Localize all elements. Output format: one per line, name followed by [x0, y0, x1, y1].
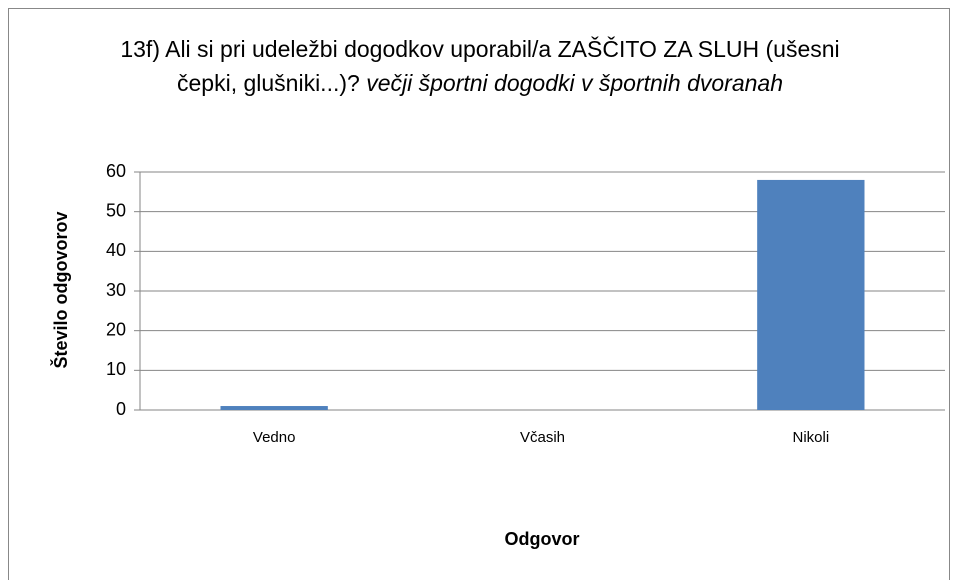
y-axis-label: Število odgovorov	[50, 211, 71, 368]
x-tick-label: Včasih	[520, 429, 565, 446]
x-tick-label: Vedno	[253, 429, 296, 446]
title-italic-text: večji športni dogodki v športnih dvorana…	[366, 70, 783, 96]
title-text: 13f) Ali si pri udeležbi dogodkov uporab…	[120, 36, 840, 96]
bar	[757, 179, 865, 410]
y-tick-label: 30	[106, 280, 126, 300]
chart-border	[8, 8, 950, 580]
chart-title: 13f) Ali si pri udeležbi dogodkov uporab…	[110, 32, 850, 100]
y-tick-label: 10	[106, 359, 126, 379]
y-tick-label: 0	[116, 399, 126, 419]
x-axis-label: Odgovor	[505, 529, 580, 549]
x-tick-label: Nikoli	[792, 429, 829, 446]
y-tick-label: 40	[106, 240, 126, 260]
y-tick-label: 50	[106, 200, 126, 220]
y-tick-label: 60	[106, 161, 126, 181]
bar	[220, 406, 328, 410]
y-tick-label: 20	[106, 319, 126, 339]
